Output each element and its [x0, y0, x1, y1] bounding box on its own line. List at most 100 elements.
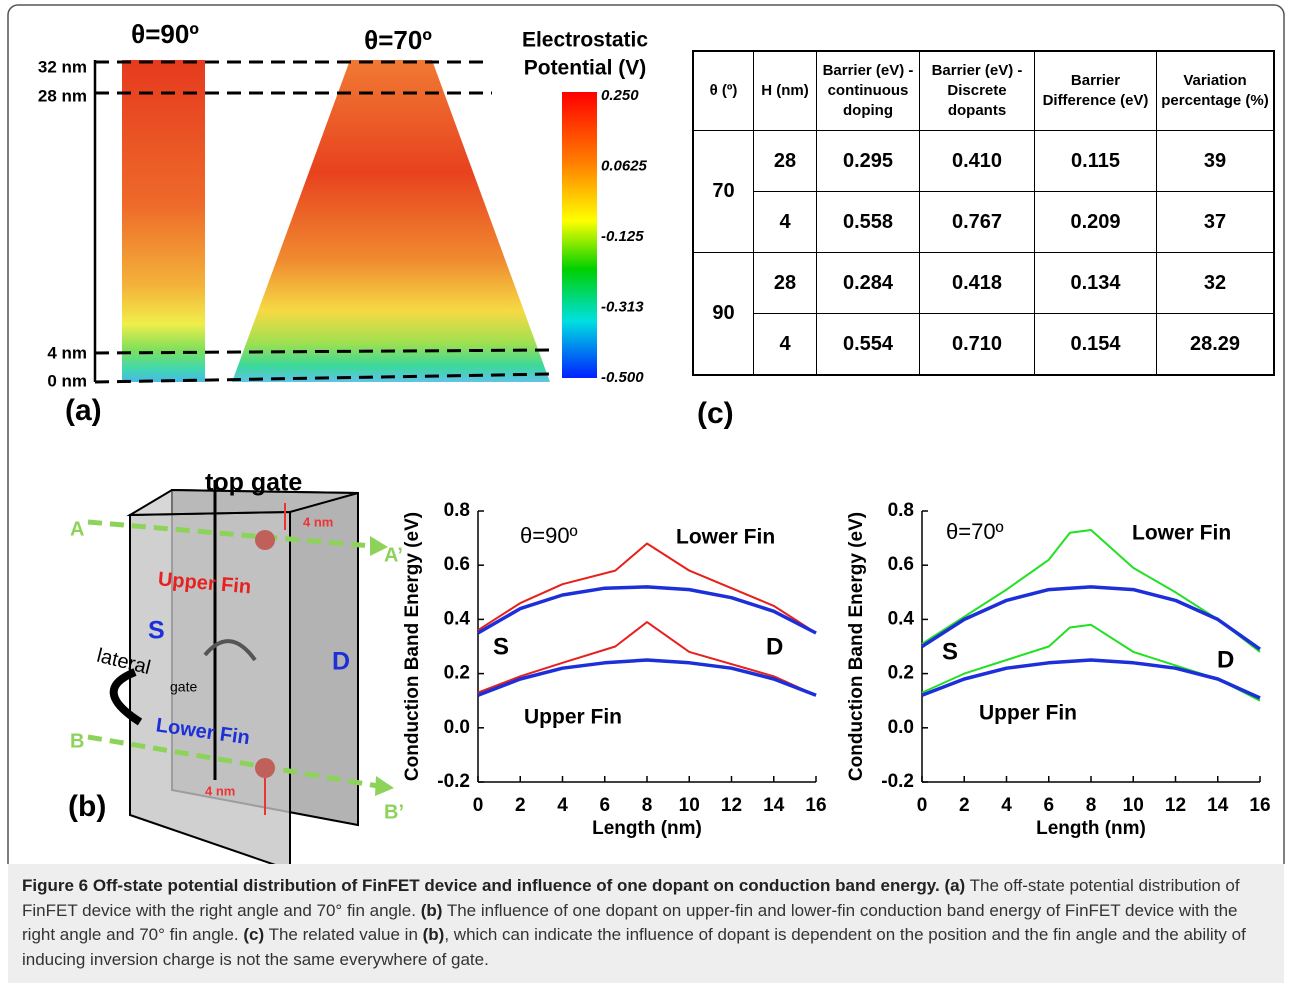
panel-label: (a) — [65, 394, 102, 427]
table-cell: 0.554 — [816, 313, 920, 376]
table-cell: 0.767 — [919, 191, 1035, 253]
annotation: D — [766, 633, 783, 660]
annotation: Upper Fin — [979, 702, 1077, 725]
rotation-arrow — [203, 639, 257, 662]
rotation-arrow — [109, 668, 143, 726]
header-cell: H (nm) — [753, 50, 817, 131]
label: 4 nm — [303, 514, 333, 529]
table-cell: 0.295 — [816, 130, 920, 192]
series-line — [477, 585, 817, 635]
table: θ (º) H (nm) Barrier (eV) -continuous do… — [692, 50, 1275, 376]
x-tick-label: 6 — [1043, 795, 1054, 816]
table-cell: 0.154 — [1034, 313, 1157, 376]
label: D — [332, 648, 350, 676]
arrow-head — [375, 776, 394, 796]
colorbar-label: -0.313 — [601, 298, 644, 315]
header-cell: Barrier Difference (eV) — [1034, 50, 1157, 131]
colorbar-title: Potential (V) — [524, 57, 647, 80]
fin-90 — [122, 60, 205, 382]
table-cell: 90 — [692, 252, 754, 376]
label: A — [70, 518, 84, 540]
x-tick-label: 2 — [515, 795, 526, 816]
table-row: 4 0.554 0.710 0.154 28.29 — [693, 313, 1275, 376]
caption-text: The related value in — [268, 925, 418, 944]
series-line — [921, 585, 1262, 651]
x-tick-label: 12 — [721, 795, 742, 816]
x-axis-label: Length (nm) — [592, 818, 702, 839]
series-line — [921, 529, 1261, 653]
y-tick-label: 0.2 — [444, 663, 470, 684]
fin-top — [126, 488, 359, 517]
table-cell: 39 — [1156, 130, 1275, 192]
frame — [7, 4, 1285, 864]
annotation: θ=90º — [520, 523, 578, 548]
annotation: θ=70º — [946, 519, 1004, 544]
panel-a-title: θ=90º — [131, 19, 199, 49]
height-label: 4 nm — [47, 343, 87, 362]
annotation: Lower Fin — [676, 526, 775, 549]
caption-text: (c) — [243, 925, 265, 944]
table-row: 70 28 0.295 0.410 0.115 39 — [692, 130, 1275, 253]
y-tick-label: 0.6 — [444, 554, 470, 575]
colorbar-label: -0.500 — [601, 369, 644, 386]
table-cell: 4 — [753, 191, 817, 253]
dopant — [255, 758, 275, 778]
panel-a-title: θ=70º — [364, 25, 432, 55]
label: top gate — [205, 469, 302, 497]
annotation: Upper Fin — [524, 706, 622, 729]
label: B — [70, 730, 84, 752]
table-cell: 28 — [753, 252, 817, 314]
y-tick-label: -0.2 — [437, 771, 470, 792]
height-label: 28 nm — [38, 86, 87, 105]
x-tick-label: 8 — [1086, 795, 1097, 816]
x-axis-label: Length (nm) — [1036, 818, 1146, 839]
table-cell: 0.115 — [1034, 130, 1157, 192]
panel-label: (c) — [697, 397, 734, 430]
x-tick-label: 4 — [1001, 795, 1012, 816]
caption-text: (b) — [420, 900, 443, 920]
x-tick-label: 0 — [473, 795, 484, 816]
table-cell: 0.418 — [919, 252, 1035, 314]
table-cell: 28 — [753, 130, 817, 192]
label: gate — [170, 679, 197, 695]
y-tick-label: 0.6 — [888, 554, 914, 575]
colorbar-label: -0.125 — [601, 228, 644, 245]
y-tick-label: 0.0 — [888, 717, 914, 738]
y-axis-label: Conduction Band Energy (eV) — [402, 512, 423, 781]
colorbar-labels: 0.250 0.0625 -0.125 -0.313 -0.500 — [601, 87, 648, 386]
y-tick-label: 0.0 — [444, 717, 470, 738]
label: S — [148, 617, 165, 645]
series-line — [477, 658, 817, 697]
y-tick-label: 0.8 — [888, 500, 914, 521]
series-line — [477, 542, 817, 634]
y-tick-label: 0.2 — [888, 663, 914, 684]
table-row: 4 0.558 0.767 0.209 37 — [693, 191, 1275, 253]
label: B’ — [384, 801, 404, 823]
table-row: 90 28 0.284 0.418 0.134 32 — [692, 252, 1275, 376]
panel-label: (b) — [68, 790, 106, 823]
header-cell: Barrier (eV) -Discrete dopants — [919, 50, 1035, 131]
x-tick-label: 16 — [805, 795, 826, 816]
y-tick-label: 0.8 — [444, 500, 470, 521]
x-tick-label: 14 — [1207, 795, 1229, 816]
caption-text: , which can indicate the influence of do… — [22, 925, 1246, 969]
x-tick-label: 6 — [599, 795, 610, 816]
caption-text: The influence of one dopant on upper-fin… — [22, 900, 1238, 945]
table-cell: 0.134 — [1034, 252, 1157, 314]
table-cell: 0.410 — [919, 130, 1035, 192]
annotation: Lower Fin — [1132, 522, 1231, 545]
caption-text: Figure 6 Off-state potential distributio… — [22, 876, 940, 895]
x-tick-label: 10 — [1123, 795, 1144, 816]
cut-lines — [87, 519, 379, 789]
x-tick-label: 10 — [679, 795, 700, 816]
x-tick-label: 16 — [1249, 795, 1270, 816]
label: A’ — [384, 544, 403, 566]
colorbar-title: Electrostatic — [522, 29, 648, 52]
colorbar-label: 0.0625 — [601, 157, 648, 174]
table-cell: 0.558 — [816, 191, 920, 253]
charts: -0.2 0.0 0.2 0.4 0.6 0.8 0 2 4 6 8 10 12 14 16 Length (… — [402, 500, 1271, 839]
annotation: S — [942, 638, 958, 665]
caption: Figure 6 Off-state potential distributio… — [8, 864, 1284, 983]
x-tick-label: 8 — [642, 795, 653, 816]
